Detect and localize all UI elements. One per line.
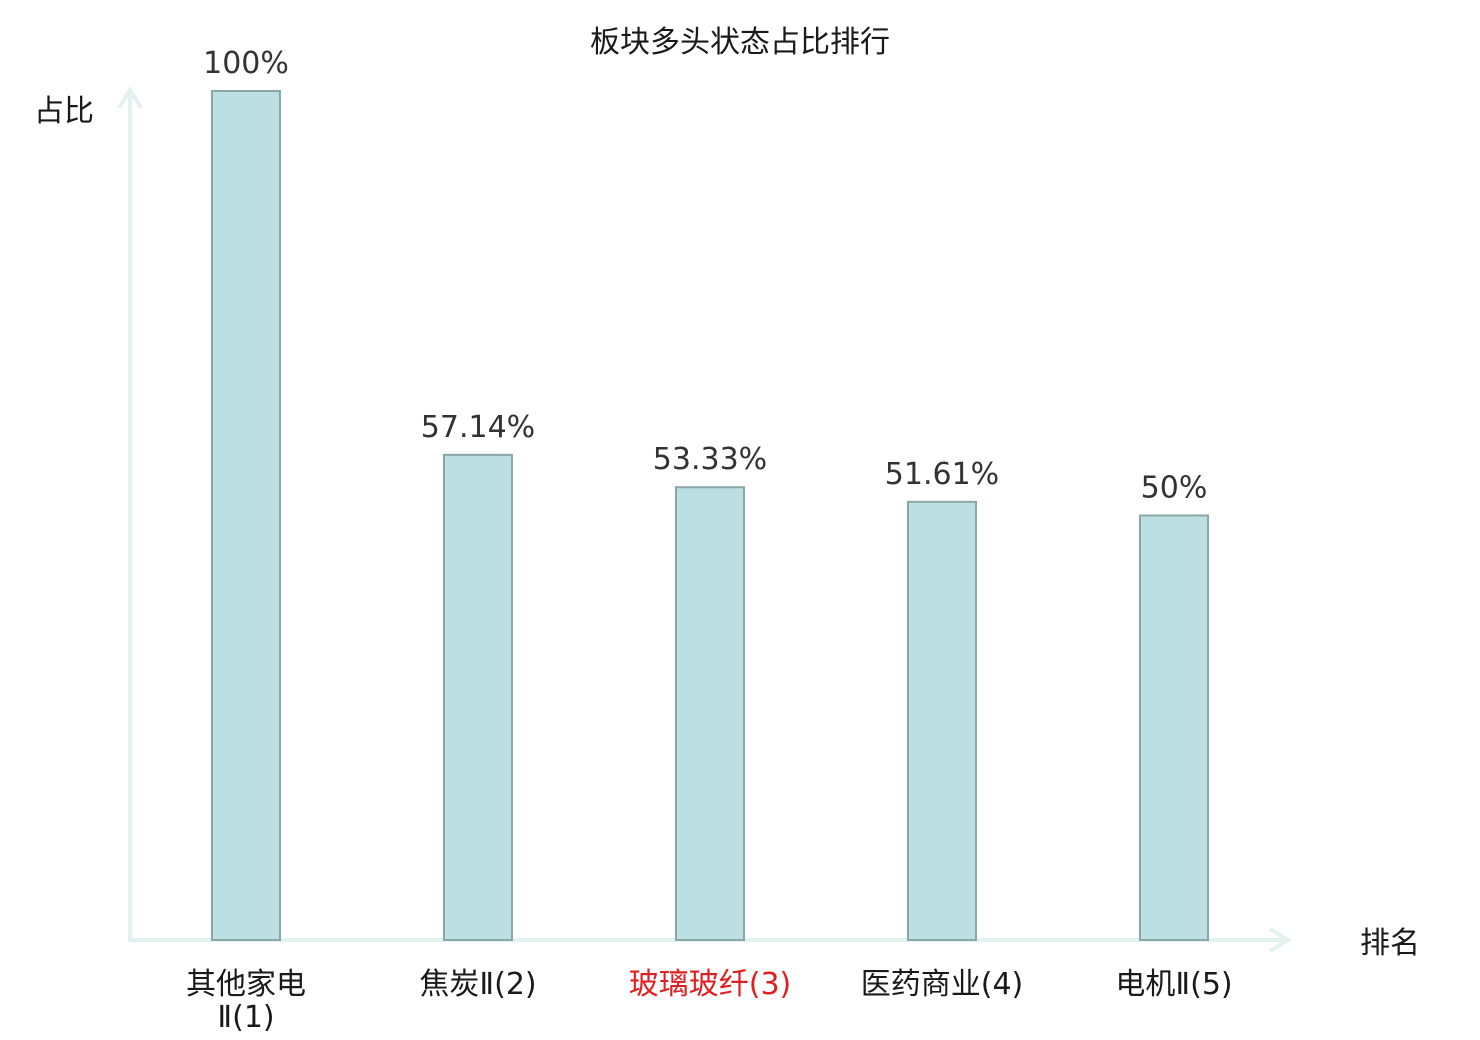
value-label-1: 100% [203, 46, 289, 81]
bar-1 [211, 90, 281, 941]
chart-title: 板块多头状态占比排行 [590, 25, 890, 60]
value-label-4: 51.61% [885, 457, 999, 492]
value-label-5: 50% [1141, 471, 1208, 506]
value-label-2: 57.14% [421, 410, 535, 445]
bar-4 [907, 500, 977, 941]
category-label-2: 焦炭Ⅱ(2) [419, 967, 536, 1002]
category-label-5: 电机Ⅱ(5) [1115, 967, 1232, 1002]
category-label-4: 医药商业(4) [861, 967, 1024, 1002]
x-axis-arrow [1268, 927, 1292, 953]
category-label-1-line-2: Ⅱ(1) [217, 1000, 274, 1035]
value-label-3: 53.33% [653, 442, 767, 477]
y-axis-label: 占比 [34, 94, 94, 129]
x-axis-label: 排名 [1360, 926, 1420, 961]
category-label-3: 玻璃玻纤(3) [629, 967, 792, 1002]
bar-3 [675, 486, 745, 941]
category-label-1: 其他家电 [186, 967, 306, 1002]
bar-2 [443, 453, 513, 941]
bar-5 [1139, 514, 1209, 941]
y-axis-arrow [117, 86, 143, 110]
